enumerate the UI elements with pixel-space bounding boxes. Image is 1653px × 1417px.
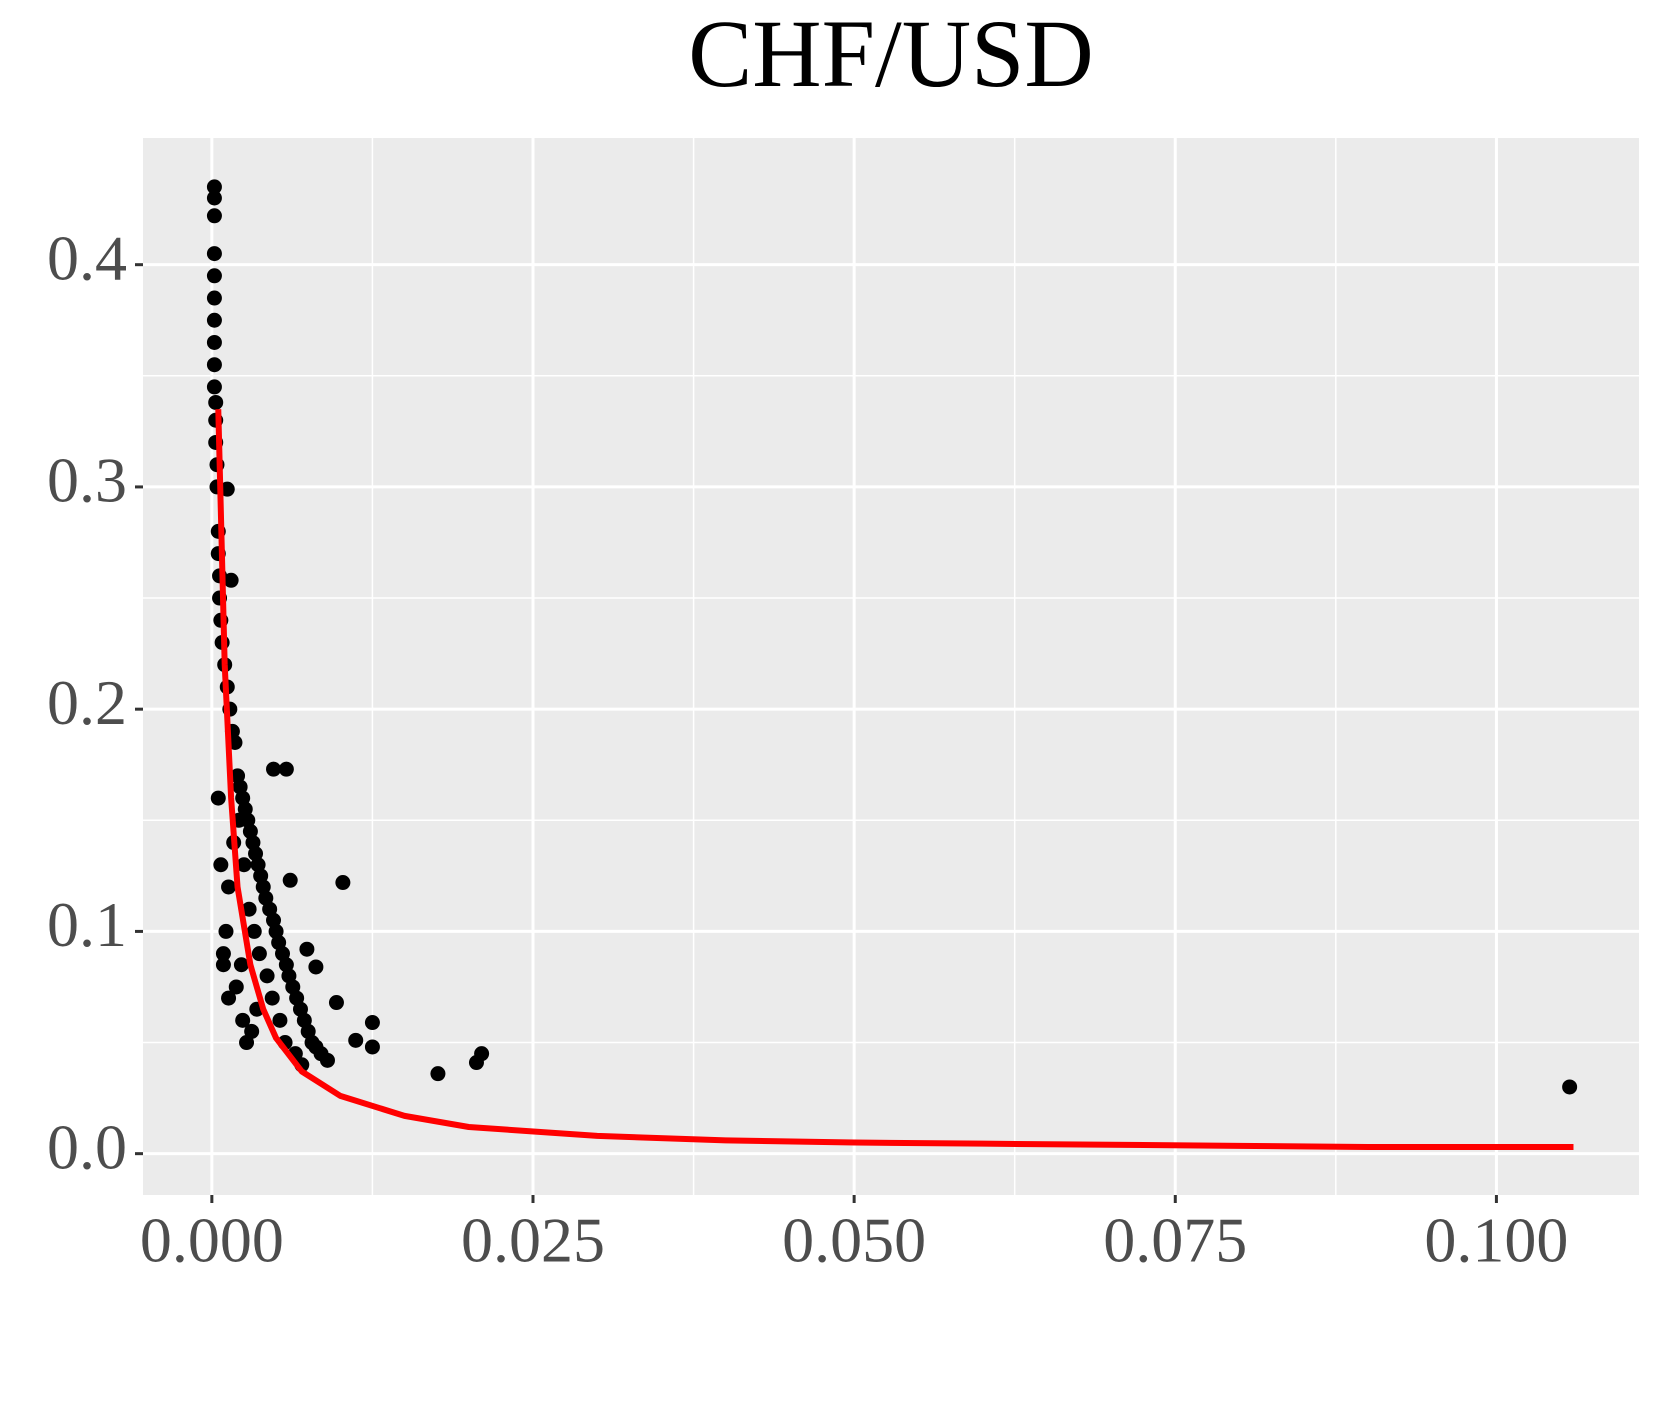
x-tick-label: 0.075 (1103, 1205, 1247, 1276)
point (228, 979, 244, 995)
point (364, 1039, 380, 1055)
point (206, 290, 222, 306)
point (206, 246, 222, 262)
x-tick-label: 0.000 (140, 1205, 284, 1276)
point (236, 857, 252, 873)
point (282, 872, 298, 888)
point (1562, 1079, 1578, 1095)
point (430, 1066, 446, 1082)
point (206, 179, 222, 195)
point (278, 761, 294, 777)
point (335, 875, 351, 891)
fit-line (215, 409, 1574, 1150)
point (221, 879, 237, 895)
point (206, 312, 222, 328)
point (272, 1012, 288, 1028)
point (206, 379, 222, 395)
point (474, 1046, 490, 1062)
point (210, 790, 226, 806)
point (251, 946, 267, 962)
point (221, 990, 237, 1006)
point (241, 901, 257, 917)
point (206, 357, 222, 373)
point (206, 208, 222, 224)
point (233, 957, 249, 973)
point (319, 1052, 335, 1068)
point (264, 990, 280, 1006)
point (206, 190, 222, 206)
point (348, 1032, 364, 1048)
point (215, 946, 231, 962)
point (259, 968, 275, 984)
chart-title: CHF/USD (688, 0, 1093, 107)
point (208, 394, 224, 410)
y-tick-label: 0.2 (47, 667, 127, 738)
point (215, 957, 231, 973)
point (223, 572, 239, 588)
y-tick-label: 0.0 (47, 1111, 127, 1182)
point (246, 923, 262, 939)
point (218, 923, 234, 939)
x-tick-label: 0.025 (461, 1205, 605, 1276)
point (299, 941, 315, 957)
point (206, 268, 222, 284)
point (328, 995, 344, 1011)
point (244, 1023, 260, 1039)
plot-background (143, 138, 1639, 1195)
point (206, 334, 222, 350)
x-tick-label: 0.050 (782, 1205, 926, 1276)
point (364, 1015, 380, 1031)
y-tick-label: 0.1 (47, 889, 127, 960)
y-tick-label: 0.3 (47, 445, 127, 516)
y-tick-label: 0.4 (47, 222, 127, 293)
point (266, 761, 282, 777)
point (235, 1012, 251, 1028)
point (213, 857, 229, 873)
point (308, 959, 324, 975)
point (219, 481, 235, 497)
x-tick-label: 0.100 (1424, 1205, 1568, 1276)
